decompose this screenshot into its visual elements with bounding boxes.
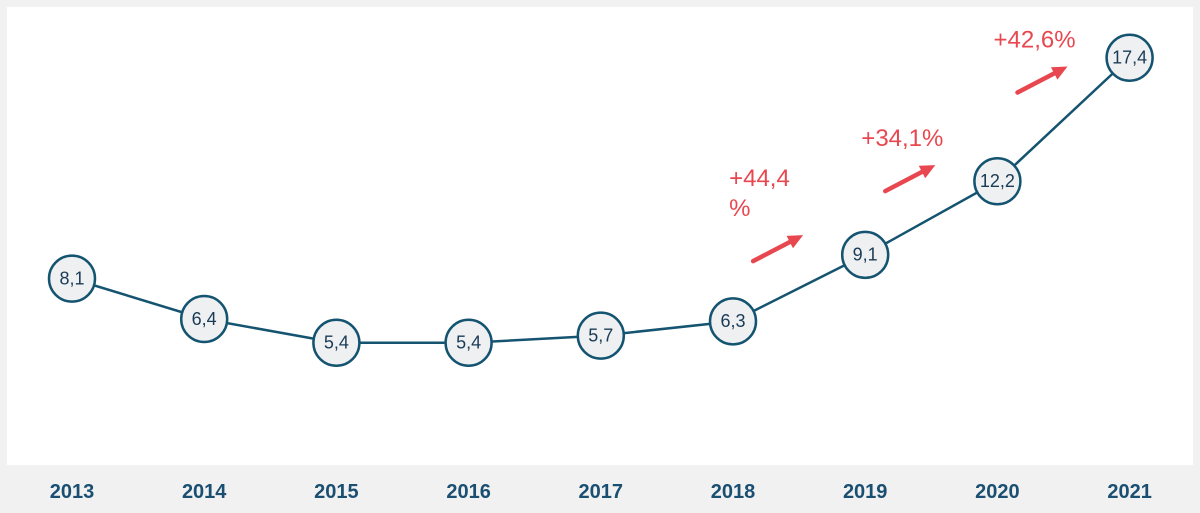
- data-label-2018: 6,3: [720, 311, 745, 331]
- x-tick-2018: 2018: [711, 481, 756, 503]
- data-label-2013: 8,1: [59, 268, 84, 288]
- growth-label-1-line-1: +44,4: [729, 165, 790, 192]
- data-label-2021: 17,4: [1112, 48, 1147, 68]
- x-tick-2015: 2015: [314, 481, 359, 503]
- x-tick-2019: 2019: [843, 481, 888, 503]
- growth-annotations: +44,4% +34,1% +42,6%: [729, 27, 1076, 264]
- growth-arrowhead-1: [786, 235, 804, 249]
- data-point-2015: [312, 318, 361, 367]
- growth-label-1-line-2: %: [729, 195, 750, 222]
- data-point-2016: [444, 318, 493, 367]
- data-label-2015: 5,4: [324, 333, 349, 353]
- growth-label-2: +34,1%: [861, 125, 943, 152]
- growth-label-3: +42,6%: [994, 27, 1076, 54]
- x-tick-2014: 2014: [182, 481, 227, 503]
- x-tick-2016: 2016: [446, 481, 491, 503]
- growth-arrow-1: [750, 236, 799, 264]
- plot-area: [7, 7, 1193, 465]
- data-label-2017: 5,7: [588, 325, 613, 345]
- growth-arrowhead-2: [918, 165, 936, 179]
- x-tick-2020: 2020: [975, 481, 1020, 503]
- growth-arrow-3: [1015, 67, 1063, 95]
- data-label-2019: 9,1: [853, 245, 878, 265]
- data-point-2017: [576, 311, 626, 360]
- x-tick-2021: 2021: [1107, 481, 1152, 503]
- growth-arrow-2: [883, 166, 931, 194]
- data-points: 8,1 6,4 5,4 5,4 5,7 6,3 9,1 12,2 17,4: [47, 33, 1154, 367]
- data-point-2019: [840, 230, 890, 280]
- data-point-2013: [47, 254, 97, 303]
- data-point-2021: [1105, 33, 1154, 82]
- data-point-2020: [973, 157, 1022, 206]
- x-tick-2013: 2013: [50, 481, 95, 503]
- x-tick-2017: 2017: [579, 481, 624, 503]
- data-point-2018: [708, 297, 758, 346]
- data-label-2020: 12,2: [980, 171, 1015, 191]
- growth-arrowhead-3: [1050, 66, 1068, 80]
- data-label-2016: 5,4: [456, 333, 481, 353]
- data-point-2014: [179, 294, 229, 344]
- data-label-2014: 6,4: [192, 309, 217, 329]
- x-axis-tick-labels: 2013 2014 2015 2016 2017 2018 2019 2020 2021: [50, 481, 1152, 503]
